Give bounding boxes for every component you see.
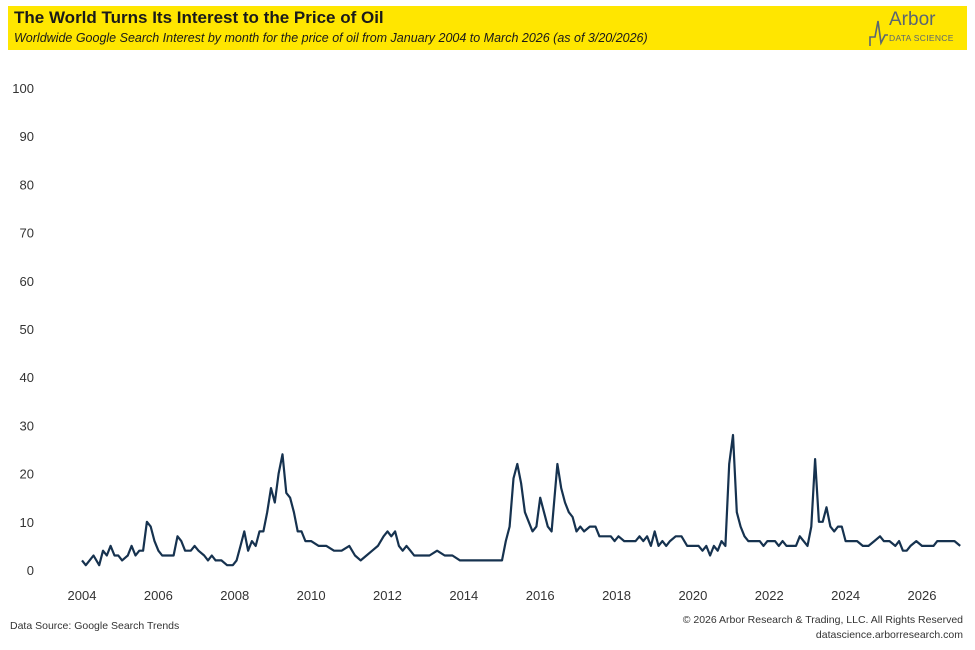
copyright: © 2026 Arbor Research & Trading, LLC. Al…: [682, 614, 963, 626]
x-tick-label: 2016: [526, 588, 555, 603]
x-tick-label: 2024: [831, 588, 860, 603]
x-tick-label: 2018: [602, 588, 631, 603]
y-tick-label: 80: [20, 177, 34, 192]
y-tick-label: 100: [12, 81, 34, 96]
chart-header: The World Turns Its Interest to the Pric…: [8, 6, 967, 50]
chart-subtitle: Worldwide Google Search Interest by mont…: [14, 31, 648, 45]
x-tick-label: 2010: [297, 588, 326, 603]
y-tick-label: 20: [20, 467, 34, 482]
copyright-block: © 2026 Arbor Research & Trading, LLC. Al…: [683, 613, 963, 643]
x-tick-label: 2012: [373, 588, 402, 603]
chart-title: The World Turns Its Interest to the Pric…: [14, 8, 384, 27]
arbor-logo: Arbor DATA SCIENCE: [869, 9, 961, 49]
data-source: Data Source: Google Search Trends: [10, 620, 180, 632]
x-tick-label: 2004: [68, 588, 97, 603]
logo-name: Arbor: [889, 9, 936, 30]
y-tick-label: 90: [20, 129, 34, 144]
series-line: [81, 433, 961, 567]
x-tick-label: 2008: [220, 588, 249, 603]
logo-mark-icon: [869, 20, 888, 46]
y-tick-label: 10: [20, 515, 34, 530]
x-tick-label: 2022: [755, 588, 784, 603]
x-tick-label: 2020: [678, 588, 707, 603]
y-tick-label: 30: [20, 418, 34, 433]
x-tick-label: 2014: [449, 588, 478, 603]
x-tick-label: 2006: [144, 588, 173, 603]
y-tick-label: 70: [20, 226, 34, 241]
x-tick-label: 2026: [908, 588, 937, 603]
website: datascience.arborresearch.com: [815, 629, 963, 641]
y-tick-label: 0: [27, 563, 34, 578]
logo-sub: DATA SCIENCE: [889, 33, 954, 43]
y-tick-label: 40: [20, 370, 34, 385]
y-tick-label: 50: [20, 322, 34, 337]
y-tick-label: 60: [20, 274, 34, 289]
